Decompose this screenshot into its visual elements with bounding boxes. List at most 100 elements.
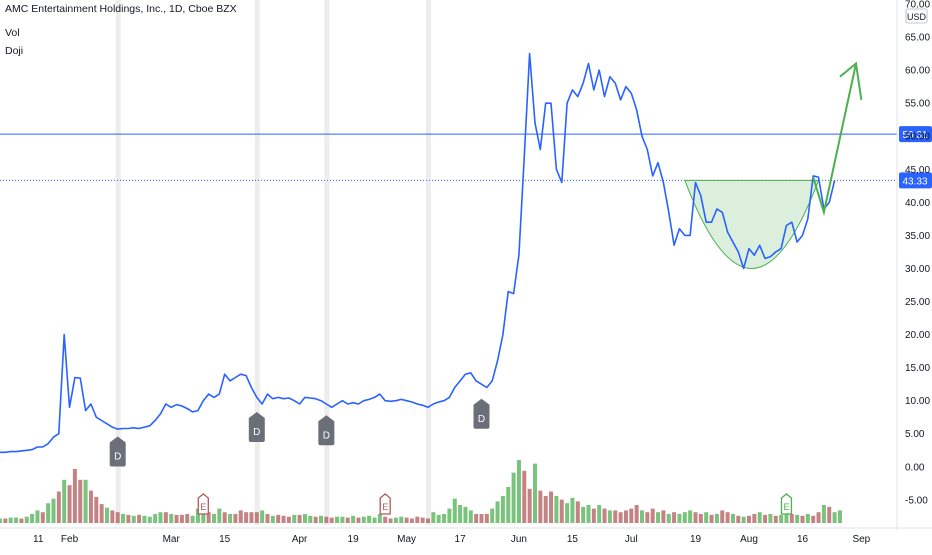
volume-bar — [372, 517, 377, 523]
volume-bar — [661, 510, 666, 523]
volume-bar — [538, 490, 543, 523]
volume-bar — [238, 510, 243, 523]
volume-bar — [110, 510, 115, 523]
volume-bar — [335, 516, 340, 523]
indicator-doji[interactable]: Doji — [5, 45, 24, 57]
volume-bar — [779, 514, 784, 523]
volume-bar — [233, 514, 238, 523]
volume-bar — [575, 501, 580, 523]
volume-bar — [147, 516, 152, 523]
volume-bar — [163, 512, 168, 523]
x-tick-label: 11 — [33, 534, 44, 545]
indicator-vol[interactable]: Vol — [5, 27, 20, 39]
volume-bar — [506, 487, 511, 523]
volume-bar — [458, 505, 463, 523]
x-tick-label: 19 — [690, 534, 702, 545]
volume-bar — [195, 508, 200, 523]
volume-bar — [795, 514, 800, 523]
volume-bar — [495, 501, 500, 523]
volume-bar — [757, 512, 762, 523]
earnings-marker-label: E — [783, 502, 789, 512]
y-tick-label: -5.00 — [905, 495, 928, 506]
volume-bar — [105, 507, 109, 523]
volume-bar — [121, 514, 126, 523]
volume-bar — [516, 460, 521, 523]
cup-pattern — [684, 179, 820, 269]
earnings-marker-shape — [197, 493, 209, 515]
volume-bars — [0, 460, 842, 523]
volume-bar — [51, 498, 56, 523]
volume-bar — [565, 503, 570, 523]
volume-bar — [308, 515, 313, 523]
y-tick-label: 15.00 — [905, 363, 930, 374]
highlight-band — [115, 0, 121, 525]
volume-bar — [607, 510, 612, 523]
volume-bar — [351, 515, 356, 523]
volume-bar — [693, 512, 698, 523]
volume-bar — [131, 515, 136, 523]
volume-bar — [244, 512, 249, 523]
y-tick-label: 65.00 — [905, 33, 930, 44]
volume-bar — [24, 516, 29, 523]
volume-bar — [415, 516, 420, 523]
volume-bar — [367, 515, 372, 523]
volume-bar — [399, 516, 404, 523]
x-tick-label: 17 — [455, 534, 467, 545]
volume-bar — [302, 514, 307, 523]
volume-bar — [677, 514, 682, 523]
volume-bar — [586, 505, 591, 523]
price-series — [0, 52, 836, 454]
x-tick-label: 16 — [797, 534, 809, 545]
volume-bar — [217, 508, 222, 523]
volume-bar — [265, 514, 270, 523]
volume-bar — [72, 469, 77, 523]
volume-bar — [8, 517, 13, 523]
y-tick-label: 20.00 — [905, 330, 930, 341]
volume-bar — [179, 514, 184, 523]
x-tick-label: 19 — [348, 534, 360, 545]
y-tick-label: 25.00 — [905, 297, 930, 308]
highlight-band — [324, 0, 330, 525]
volume-bar — [409, 518, 414, 523]
horizontal-lines: 50.31 43.33 — [0, 126, 932, 189]
earnings-marker: E — [197, 493, 209, 515]
volume-bar — [484, 514, 489, 523]
cup-shape — [684, 179, 820, 269]
volume-bar — [581, 506, 586, 523]
y-tick-label: 40.00 — [905, 198, 930, 209]
doji-marker-shape — [248, 411, 265, 442]
volume-bar — [522, 470, 527, 523]
volume-bar — [452, 498, 457, 523]
volume-bar — [597, 505, 602, 523]
volume-bar — [747, 515, 751, 523]
volume-bar — [126, 514, 131, 523]
earnings-marker: E — [780, 493, 793, 515]
volume-bar — [602, 508, 607, 523]
volume-bar — [313, 516, 318, 523]
volume-bar — [190, 515, 195, 523]
volume-bar — [67, 485, 72, 523]
volume-bar — [634, 505, 639, 523]
volume-bar — [549, 491, 554, 523]
volume-bar — [736, 515, 741, 523]
earnings-marker-label: E — [382, 502, 388, 512]
volume-bar — [533, 463, 537, 523]
doji-marker-label: D — [114, 451, 121, 462]
x-tick-label: Jun — [511, 534, 527, 545]
volume-bar — [281, 515, 286, 523]
volume-bar — [88, 490, 93, 523]
doji-marker-shape — [473, 398, 490, 429]
volume-bar — [249, 512, 254, 523]
price-line — [0, 52, 836, 454]
volume-bar — [292, 514, 297, 523]
volume-bar — [768, 514, 773, 523]
volume-bar — [297, 514, 302, 523]
volume-bar — [404, 517, 409, 523]
x-tick-label: Mar — [163, 534, 181, 545]
volume-bar — [688, 510, 693, 523]
volume-bar — [270, 515, 275, 523]
volume-bar — [559, 499, 564, 523]
volume-bar — [286, 516, 291, 523]
volume-bar — [206, 512, 211, 523]
